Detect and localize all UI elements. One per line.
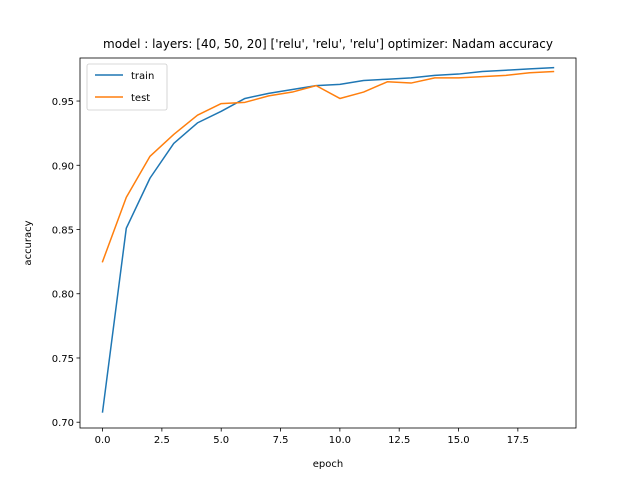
y-tick-label: 0.80 [52,290,74,301]
x-axis: 0.0 2.5 5.0 7.5 10.0 12.5 15.0 17.5 [95,428,529,446]
y-tick-label: 0.75 [52,354,74,365]
chart-title: model : layers: [40, 50, 20] ['relu', 'r… [103,37,553,51]
x-tick-label: 12.5 [388,435,410,446]
axes-frame [79,57,577,429]
x-tick-label: 17.5 [507,435,529,446]
x-tick-label: 2.5 [154,435,170,446]
x-tick-label: 0.0 [95,435,111,446]
y-tick-label: 0.85 [52,226,74,237]
x-tick-label: 15.0 [447,435,469,446]
x-tick-label: 7.5 [273,435,289,446]
y-axis: 0.70 0.75 0.80 0.85 0.90 0.95 [52,97,80,429]
legend-label-test: test [131,93,150,104]
y-tick-label: 0.95 [52,97,74,108]
y-axis-label: accuracy [23,220,34,265]
legend-label-train: train [131,71,154,82]
legend-frame [86,63,168,111]
y-tick-label: 0.70 [52,418,74,429]
legend: train test [86,63,168,111]
x-tick-label: 5.0 [213,435,229,446]
x-tick-label: 10.0 [329,435,351,446]
x-axis-label: epoch [313,459,343,470]
series-line-test [101,70,555,263]
plot-area [101,66,555,413]
series-line-train [101,66,555,413]
y-tick-label: 0.90 [52,161,74,172]
